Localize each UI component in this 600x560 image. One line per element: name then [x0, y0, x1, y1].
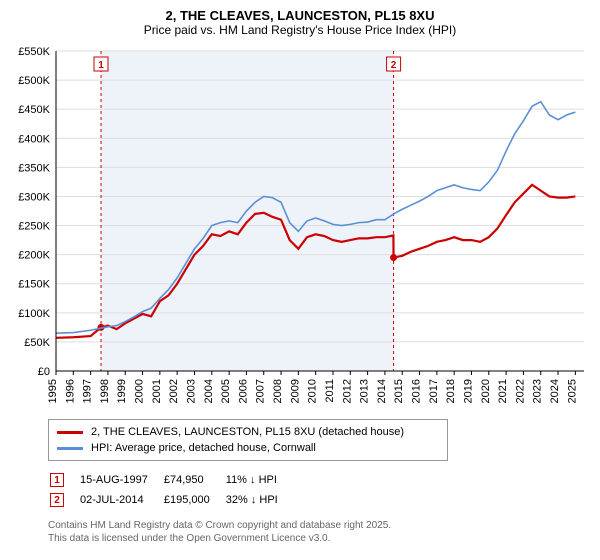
x-tick-label: 1999 — [116, 379, 128, 403]
sale-date: 15-AUG-1997 — [80, 471, 162, 489]
sales-table: 1 15-AUG-1997£74,95011% ↓ HPI 2 02-JUL-2014… — [48, 469, 294, 511]
x-tick-label: 2011 — [324, 379, 336, 403]
x-tick-label: 2014 — [376, 379, 388, 403]
y-tick-label: £50K — [24, 337, 50, 349]
y-tick-label: £100K — [18, 308, 50, 320]
y-tick-label: £250K — [18, 221, 50, 233]
y-tick-label: £450K — [18, 104, 50, 116]
chart-title: 2, THE CLEAVES, LAUNCESTON, PL15 8XU — [8, 8, 592, 23]
x-tick-label: 2022 — [514, 379, 526, 403]
x-tick-label: 2009 — [289, 379, 301, 403]
legend: 2, THE CLEAVES, LAUNCESTON, PL15 8XU (de… — [48, 419, 448, 461]
x-tick-label: 1996 — [64, 379, 76, 403]
sale-date: 02-JUL-2014 — [80, 491, 162, 509]
legend-swatch — [57, 447, 83, 450]
sale-marker-label: 1 — [98, 60, 104, 71]
sale-delta: 32% ↓ HPI — [226, 491, 292, 509]
y-tick-label: £200K — [18, 250, 50, 262]
y-tick-label: £500K — [18, 75, 50, 87]
footnote-line: Contains HM Land Registry data © Crown c… — [48, 519, 592, 532]
sale-marker: 1 — [50, 473, 64, 487]
x-tick-label: 2000 — [134, 379, 146, 403]
x-tick-label: 2015 — [393, 379, 405, 403]
chart-subtitle: Price paid vs. HM Land Registry's House … — [8, 23, 592, 37]
x-tick-label: 2017 — [428, 379, 440, 403]
x-tick-label: 1998 — [99, 379, 111, 403]
x-tick-label: 1995 — [47, 379, 59, 403]
price-chart: £0 £50K £100K £150K £200K £250K £300K £350K £400… — [8, 43, 592, 413]
x-tick-label: 2012 — [341, 379, 353, 403]
y-tick-label: £300K — [18, 191, 50, 203]
x-tick-label: 1997 — [82, 379, 94, 403]
sale-marker-label: 2 — [391, 60, 397, 71]
x-tick-label: 2002 — [168, 379, 180, 403]
x-tick-label: 2018 — [445, 379, 457, 403]
y-tick-label: £0 — [38, 366, 50, 378]
sale-price: £195,000 — [164, 491, 224, 509]
y-tick-label: £400K — [18, 133, 50, 145]
x-tick-label: 2006 — [237, 379, 249, 403]
legend-label: 2, THE CLEAVES, LAUNCESTON, PL15 8XU (de… — [91, 426, 404, 438]
table-row: 1 15-AUG-1997£74,95011% ↓ HPI — [50, 471, 292, 489]
sale-point — [390, 254, 397, 261]
x-tick-label: 2001 — [151, 379, 163, 403]
x-tick-label: 2003 — [185, 379, 197, 403]
sale-delta: 11% ↓ HPI — [226, 471, 292, 489]
footnote-line: This data is licensed under the Open Gov… — [48, 532, 592, 545]
x-tick-label: 2021 — [497, 379, 509, 403]
footnote: Contains HM Land Registry data © Crown c… — [48, 519, 592, 545]
x-tick-label: 2013 — [359, 379, 371, 403]
x-tick-label: 2004 — [203, 379, 215, 403]
x-tick-label: 2016 — [411, 379, 423, 403]
y-tick-label: £350K — [18, 162, 50, 174]
x-tick-label: 2020 — [480, 379, 492, 403]
sale-price: £74,950 — [164, 471, 224, 489]
legend-item: 2, THE CLEAVES, LAUNCESTON, PL15 8XU (de… — [57, 424, 439, 440]
legend-label: HPI: Average price, detached house, Corn… — [91, 442, 316, 454]
x-tick-label: 2008 — [272, 379, 284, 403]
y-tick-label: £150K — [18, 279, 50, 291]
x-tick-label: 2024 — [549, 379, 561, 403]
x-tick-label: 2023 — [532, 379, 544, 403]
table-row: 2 02-JUL-2014£195,00032% ↓ HPI — [50, 491, 292, 509]
x-tick-label: 2025 — [566, 379, 578, 403]
x-tick-label: 2019 — [462, 379, 474, 403]
x-tick-label: 2010 — [307, 379, 319, 403]
sale-marker: 2 — [50, 493, 64, 507]
y-tick-label: £550K — [18, 46, 50, 58]
legend-swatch — [57, 431, 83, 434]
x-tick-label: 2005 — [220, 379, 232, 403]
x-tick-label: 2007 — [255, 379, 267, 403]
legend-item: HPI: Average price, detached house, Corn… — [57, 440, 439, 456]
